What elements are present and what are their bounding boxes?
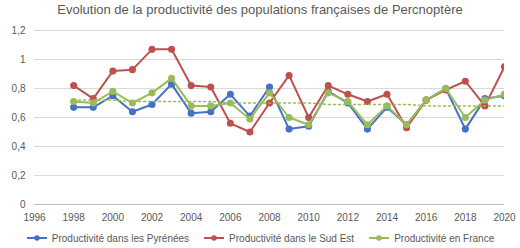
svg-text:2008: 2008	[258, 212, 281, 223]
html-text:Productivité en France: Productivité en France	[394, 232, 495, 244]
svg-text:1: 1	[20, 54, 26, 65]
svg-text:2014: 2014	[376, 212, 399, 223]
svg-text:0,2: 0,2	[12, 170, 26, 181]
svg-text:0,6: 0,6	[12, 112, 26, 123]
svg-text:2006: 2006	[219, 212, 242, 223]
html-text:Evolution de la productivité d: Evolution de la productivité des populat…	[57, 2, 463, 17]
svg-text:0,8: 0,8	[12, 83, 26, 94]
svg-text:2016: 2016	[415, 212, 438, 223]
svg-text:2012: 2012	[337, 212, 360, 223]
svg-text:2004: 2004	[180, 212, 203, 223]
svg-text:2020: 2020	[493, 212, 516, 223]
html-text:Productivité dans les Pyrénées: Productivité dans les Pyrénées	[51, 232, 190, 244]
svg-text:2002: 2002	[141, 212, 164, 223]
svg-text:1998: 1998	[63, 212, 86, 223]
svg-text:2000: 2000	[102, 212, 125, 223]
svg-text:2018: 2018	[454, 212, 477, 223]
svg-text:2010: 2010	[298, 212, 321, 223]
svg-text:0: 0	[20, 199, 26, 210]
svg-text:1996: 1996	[23, 212, 46, 223]
svg-text:0,4: 0,4	[12, 141, 26, 152]
html-text:Productivité dans le Sud Est: Productivité dans le Sud Est	[229, 232, 355, 244]
svg-text:1,2: 1,2	[12, 25, 26, 36]
